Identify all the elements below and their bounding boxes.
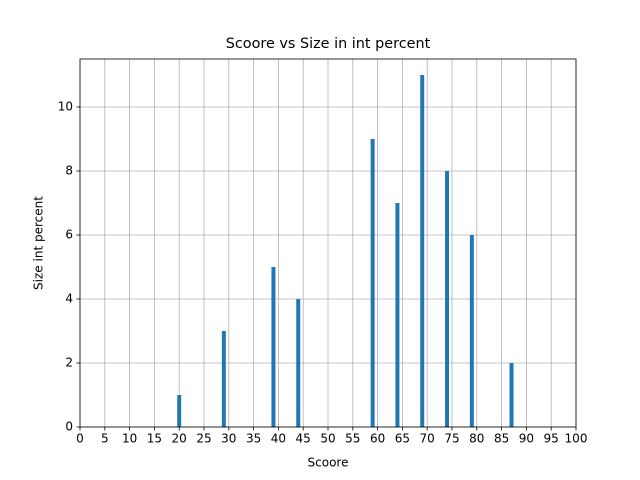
x-tick-label: 20: [172, 432, 187, 446]
y-tick-label: 10: [58, 100, 73, 114]
chart-title: Scoore vs Size in int percent: [226, 36, 431, 52]
bar: [420, 75, 425, 427]
bar: [177, 395, 182, 427]
bar: [445, 171, 450, 427]
x-tick-label: 95: [544, 432, 559, 446]
x-tick-label: 60: [370, 432, 385, 446]
x-tick-label: 55: [345, 432, 360, 446]
x-axis-label: Scoore: [308, 456, 349, 470]
x-tick-label: 90: [519, 432, 534, 446]
x-tick-label: 70: [420, 432, 435, 446]
bar: [395, 203, 400, 427]
y-tick-label: 6: [65, 228, 73, 242]
bar: [271, 267, 276, 427]
x-tick-label: 25: [196, 432, 211, 446]
x-tick-label: 75: [444, 432, 459, 446]
x-tick-label: 10: [122, 432, 137, 446]
x-tick-label: 50: [320, 432, 335, 446]
bar: [296, 299, 301, 427]
x-tick-label: 45: [296, 432, 311, 446]
x-tick-label: 85: [494, 432, 509, 446]
x-tick-label: 100: [565, 432, 588, 446]
y-axis-label: Size int percent: [32, 196, 46, 290]
x-tick-label: 35: [246, 432, 261, 446]
y-tick-label: 0: [65, 420, 73, 434]
x-tick-label: 15: [147, 432, 162, 446]
bar: [221, 331, 226, 427]
x-tick-label: 80: [469, 432, 484, 446]
x-tick-label: 40: [271, 432, 286, 446]
x-tick-label: 65: [395, 432, 410, 446]
x-tick-label: 30: [221, 432, 236, 446]
y-tick-label: 2: [65, 356, 73, 370]
bar: [509, 363, 514, 427]
bar: [370, 139, 375, 427]
y-tick-label: 4: [65, 292, 73, 306]
plot-frame: [79, 58, 577, 428]
x-tick-label: 5: [101, 432, 109, 446]
x-tick-label: 0: [76, 432, 84, 446]
bar: [469, 235, 474, 427]
y-tick-label: 8: [65, 164, 73, 178]
